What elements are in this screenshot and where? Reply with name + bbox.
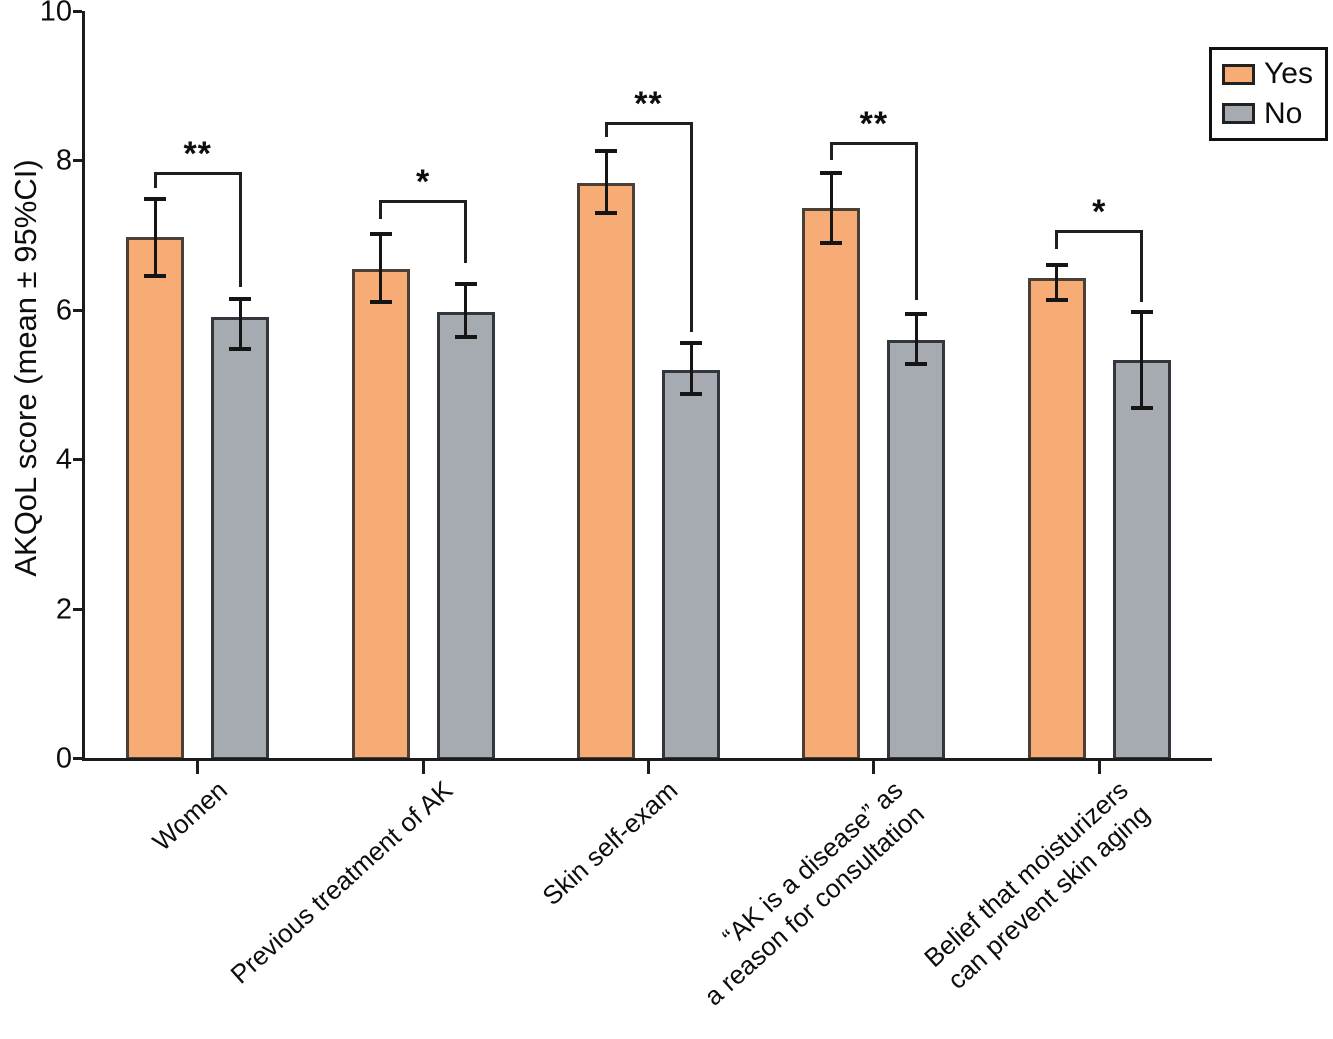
bar-no-group1 bbox=[211, 317, 270, 760]
y-tick-10 bbox=[73, 10, 82, 13]
error-bar-cap-top-no-group4 bbox=[905, 311, 928, 316]
y-tick-4 bbox=[73, 458, 82, 462]
significance-stars-group4: ** bbox=[859, 105, 889, 144]
sig-bracket-left-leg-group3 bbox=[604, 122, 608, 138]
significance-stars-group3: ** bbox=[634, 85, 663, 124]
bar-no-group4 bbox=[887, 339, 946, 760]
legend-swatch-no-icon bbox=[1222, 103, 1255, 125]
significance-stars-group2: * bbox=[415, 162, 431, 201]
sig-bracket-right-leg-group1 bbox=[238, 171, 242, 288]
significance-stars-group5: * bbox=[1092, 192, 1107, 231]
x-tick-group3 bbox=[647, 761, 650, 774]
x-tick-group4 bbox=[872, 761, 876, 774]
error-bar-cap-top-yes-group4 bbox=[820, 171, 843, 176]
error-bar-cap-top-no-group5 bbox=[1130, 310, 1153, 315]
error-bar-cap-bottom-yes-group1 bbox=[144, 274, 167, 279]
error-bar-cap-bottom-no-group2 bbox=[454, 335, 477, 340]
error-bar-line-yes-group2 bbox=[379, 234, 383, 303]
error-bar-cap-bottom-yes-group5 bbox=[1045, 298, 1068, 303]
sig-bracket-right-leg-group3 bbox=[689, 122, 693, 333]
sig-bracket-right-leg-group2 bbox=[464, 199, 468, 264]
legend-swatch-yes-icon bbox=[1222, 63, 1255, 85]
x-category-label-group4: “AK is a disease” as a reason for consul… bbox=[698, 774, 931, 1012]
x-category-label-group5: Belief that moisturizers can prevent ski… bbox=[918, 774, 1156, 995]
sig-bracket-left-leg-group1 bbox=[153, 171, 157, 189]
bar-yes-group2 bbox=[351, 268, 410, 760]
sig-bracket-left-leg-group2 bbox=[379, 199, 383, 219]
error-bar-line-no-group4 bbox=[914, 313, 918, 365]
y-axis-title: AKQoL score (mean ± 95%CI) bbox=[8, 159, 43, 577]
x-tick-group1 bbox=[196, 761, 200, 774]
error-bar-cap-top-yes-group2 bbox=[369, 232, 392, 237]
error-bar-cap-top-yes-group1 bbox=[144, 197, 167, 202]
legend-item-no: No bbox=[1222, 97, 1315, 131]
error-bar-line-no-group3 bbox=[689, 343, 693, 395]
y-tick-label-0: 0 bbox=[55, 742, 72, 775]
sig-bracket-horizontal-group2 bbox=[379, 199, 468, 203]
error-bar-cap-top-yes-group5 bbox=[1045, 262, 1068, 267]
y-tick-label-8: 8 bbox=[55, 144, 72, 177]
x-category-label-group1: Women bbox=[146, 774, 233, 857]
y-tick-2 bbox=[73, 607, 82, 611]
error-bar-cap-top-no-group2 bbox=[454, 281, 477, 286]
error-bar-line-yes-group5 bbox=[1055, 264, 1059, 301]
bar-yes-group5 bbox=[1027, 277, 1086, 760]
error-bar-line-yes-group4 bbox=[829, 173, 833, 244]
bar-yes-group4 bbox=[802, 208, 861, 760]
legend-label-yes: Yes bbox=[1264, 57, 1313, 91]
bar-no-group2 bbox=[436, 312, 495, 760]
x-category-label-group2: Previous treatment of AK bbox=[224, 774, 458, 990]
error-bar-line-no-group2 bbox=[464, 283, 468, 338]
error-bar-cap-bottom-no-group1 bbox=[229, 346, 252, 351]
bar-no-group5 bbox=[1112, 359, 1171, 760]
sig-bracket-right-leg-group5 bbox=[1140, 229, 1144, 303]
sig-bracket-right-leg-group4 bbox=[914, 142, 918, 301]
error-bar-cap-bottom-yes-group4 bbox=[820, 241, 843, 246]
significance-stars-group1: ** bbox=[183, 134, 212, 173]
error-bar-cap-bottom-no-group5 bbox=[1130, 406, 1153, 411]
error-bar-cap-bottom-no-group3 bbox=[680, 392, 702, 397]
y-tick-label-4: 4 bbox=[55, 443, 72, 476]
y-tick-0 bbox=[73, 757, 82, 760]
sig-bracket-left-leg-group5 bbox=[1055, 229, 1059, 249]
error-bar-line-yes-group1 bbox=[153, 199, 157, 277]
error-bar-line-no-group1 bbox=[238, 299, 242, 349]
sig-bracket-horizontal-group4 bbox=[829, 142, 918, 146]
y-tick-label-6: 6 bbox=[55, 294, 72, 327]
error-bar-line-yes-group3 bbox=[604, 151, 608, 214]
error-bar-cap-bottom-no-group4 bbox=[905, 362, 928, 367]
bar-yes-group3 bbox=[577, 182, 635, 760]
sig-bracket-horizontal-group3 bbox=[604, 122, 693, 126]
x-axis-line bbox=[82, 758, 1212, 761]
x-tick-group5 bbox=[1097, 761, 1101, 774]
error-bar-cap-top-no-group1 bbox=[229, 297, 252, 302]
error-bar-cap-bottom-yes-group2 bbox=[369, 300, 392, 305]
error-bar-line-no-group5 bbox=[1140, 312, 1144, 409]
error-bar-cap-top-yes-group3 bbox=[595, 149, 617, 154]
x-tick-group2 bbox=[421, 761, 425, 774]
bar-yes-group1 bbox=[126, 237, 185, 760]
bar-no-group3 bbox=[662, 369, 720, 760]
sig-bracket-horizontal-group5 bbox=[1055, 229, 1144, 233]
error-bar-cap-bottom-yes-group3 bbox=[595, 211, 617, 216]
sig-bracket-left-leg-group4 bbox=[829, 142, 833, 161]
y-tick-8 bbox=[73, 159, 82, 163]
legend-label-no: No bbox=[1264, 96, 1303, 130]
legend: Yes No bbox=[1209, 47, 1328, 141]
legend-item-yes: Yes bbox=[1222, 57, 1315, 91]
y-tick-label-2: 2 bbox=[55, 593, 72, 626]
y-tick-6 bbox=[73, 308, 82, 312]
sig-bracket-horizontal-group1 bbox=[153, 171, 242, 175]
error-bar-cap-top-no-group3 bbox=[680, 341, 702, 346]
x-category-label-group3: Skin self-exam bbox=[536, 774, 684, 912]
y-axis-line bbox=[82, 11, 85, 761]
y-tick-label-10: 10 bbox=[39, 0, 72, 28]
